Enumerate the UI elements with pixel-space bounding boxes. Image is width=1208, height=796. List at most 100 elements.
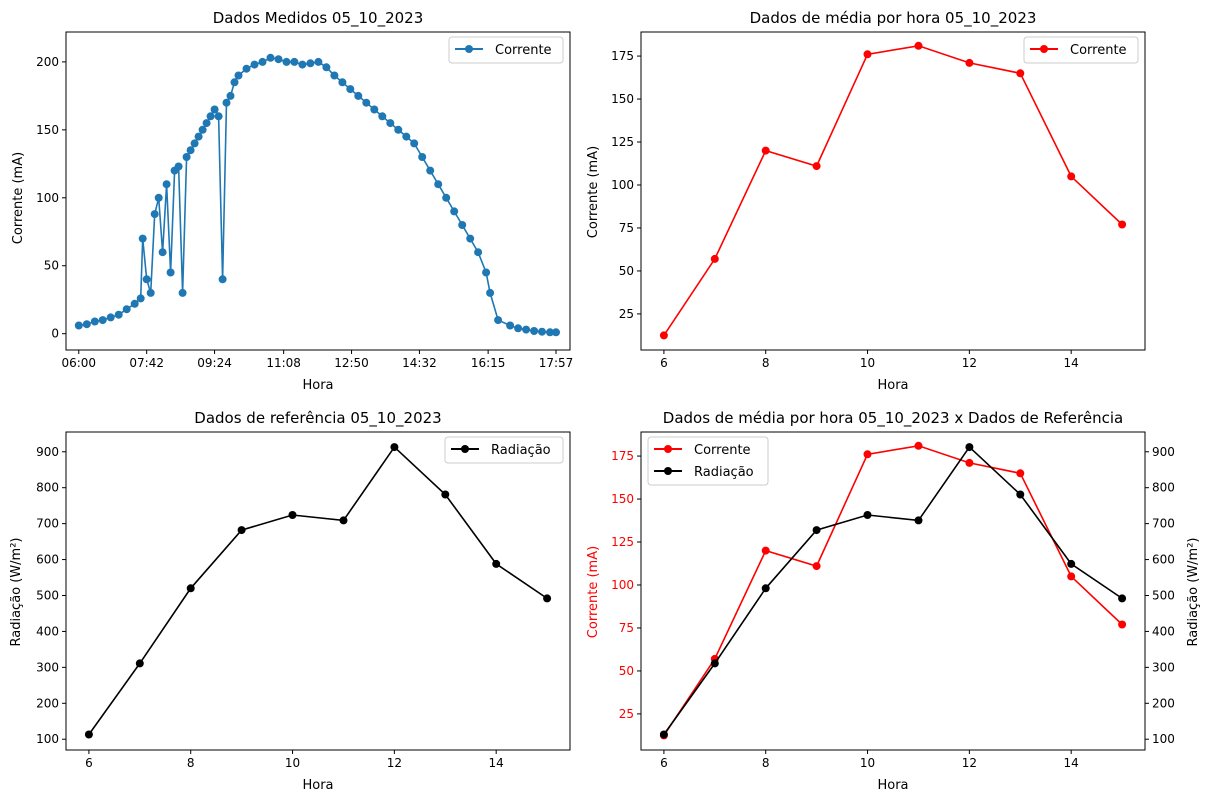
data-point: [965, 458, 974, 467]
data-point: [482, 268, 491, 277]
data-point: [546, 328, 554, 337]
data-point: [410, 139, 419, 148]
data-point: [863, 511, 872, 519]
data-point: [194, 132, 203, 141]
x-tick-label: 12:50: [334, 356, 369, 370]
y-tick-label: 900: [36, 445, 59, 459]
data-point: [390, 443, 399, 452]
y-right-tick-label: 300: [1152, 660, 1175, 674]
data-point: [150, 210, 159, 219]
data-point: [914, 441, 923, 450]
y-axis-label-right: Radiação (W/m²): [1186, 538, 1201, 647]
legend-marker: [461, 445, 469, 453]
y-axis-label-left: Corrente (mA): [586, 546, 601, 638]
data-point: [202, 119, 211, 128]
chart-title: Dados Medidos 05_10_2023: [213, 9, 424, 28]
y-tick-label: 200: [36, 55, 59, 69]
data-point: [190, 139, 199, 148]
data-point: [237, 526, 246, 535]
data-point: [166, 268, 175, 277]
y-right-tick-label: 800: [1152, 481, 1175, 495]
legend: Corrente: [1023, 36, 1139, 64]
series-line-radiação: [663, 445, 1123, 735]
y-tick-label: 200: [36, 696, 59, 710]
data-point: [1016, 69, 1025, 78]
plot-frame: [65, 431, 571, 751]
data-point: [426, 166, 435, 175]
data-point: [338, 78, 347, 87]
data-point: [812, 562, 821, 571]
data-point: [1067, 559, 1076, 568]
y-tick-label: 50: [619, 664, 634, 678]
data-point: [282, 57, 291, 66]
data-point: [226, 91, 235, 100]
data-point: [186, 146, 195, 155]
data-point: [442, 193, 451, 202]
y-tick-label: 100: [611, 178, 634, 192]
chart-title: Dados de média por hora 05_10_2023 x Dad…: [663, 409, 1123, 428]
panel-measured-current: Dados Medidos 05_10_2023 Hora Corrente (…: [11, 9, 573, 393]
data-point: [330, 71, 339, 80]
y-right-tick-label: 600: [1152, 553, 1175, 567]
data-point: [186, 584, 195, 593]
x-tick-label: 6: [660, 756, 668, 770]
data-point: [182, 153, 191, 161]
y-axis-label: Corrente (mA): [586, 146, 601, 238]
x-tick-label: 14:32: [402, 356, 437, 370]
x-axis-label: Hora: [302, 378, 333, 393]
data-point: [1067, 572, 1076, 581]
y-tick-label: 125: [611, 135, 634, 149]
data-point: [761, 146, 770, 155]
data-point: [402, 132, 411, 141]
x-tick-label: 10: [285, 756, 300, 770]
chart-title: Dados de referência 05_10_2023: [194, 409, 441, 428]
data-point: [346, 85, 355, 94]
data-point: [222, 98, 231, 107]
y-tick-label: 800: [36, 481, 59, 495]
data-point: [466, 234, 475, 243]
data-point: [258, 57, 267, 66]
data-point: [1016, 490, 1025, 499]
data-point: [486, 288, 495, 297]
data-point: [98, 316, 107, 325]
data-point: [74, 321, 83, 330]
data-point: [450, 207, 459, 216]
data-point: [322, 63, 331, 72]
data-point: [914, 41, 923, 50]
y-tick-label: 175: [611, 449, 634, 463]
data-point: [158, 248, 167, 257]
data-point: [154, 193, 163, 202]
data-point: [538, 327, 546, 336]
legend: Corrente: [448, 36, 564, 64]
data-point: [1067, 172, 1076, 181]
data-point: [394, 125, 403, 134]
y-tick-label: 175: [611, 49, 634, 63]
panel-comparison: Dados de média por hora 05_10_2023 x Dad…: [586, 409, 1201, 793]
y-right-tick-label: 400: [1152, 624, 1175, 638]
data-point: [530, 327, 539, 335]
x-axis-label: Hora: [302, 778, 333, 793]
y-right-tick-label: 700: [1152, 517, 1175, 531]
x-tick-label: 09:24: [197, 356, 232, 370]
y-tick-label: 0: [51, 327, 59, 341]
y-axis-label: Corrente (mA): [11, 152, 26, 244]
x-tick-label: 8: [762, 356, 770, 370]
y-tick-label: 600: [36, 553, 59, 567]
series-line-radiação: [88, 445, 548, 735]
data-point: [242, 64, 251, 73]
data-point: [863, 50, 872, 59]
data-point: [1118, 594, 1127, 603]
series-line-corrente: [663, 444, 1123, 736]
series-line-corrente: [663, 44, 1123, 336]
data-point: [914, 516, 923, 525]
y-right-tick-label: 500: [1152, 588, 1175, 602]
data-point: [288, 511, 297, 519]
legend-label: Radiação: [491, 443, 551, 458]
legend-marker-corrente: [664, 445, 672, 453]
data-point: [506, 321, 515, 330]
data-point: [710, 659, 719, 668]
legend-marker-radiacao: [664, 467, 672, 475]
x-tick-label: 10: [860, 356, 875, 370]
data-point: [266, 53, 275, 62]
data-point: [178, 288, 187, 297]
